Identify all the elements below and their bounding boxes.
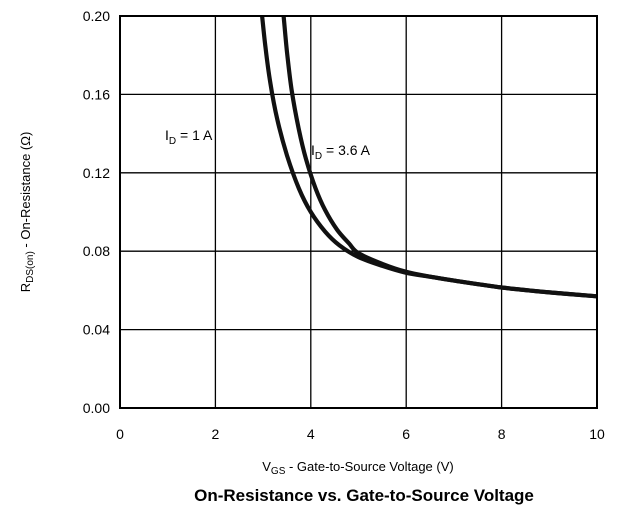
series-label-rest: = 1 A bbox=[176, 127, 213, 143]
x-tick-label: 0 bbox=[116, 426, 124, 442]
y-tick-label: 0.12 bbox=[83, 165, 110, 181]
series-line-2 bbox=[281, 16, 597, 299]
x-axis-label-rest: - Gate-to-Source Voltage (V) bbox=[285, 459, 453, 474]
series-label-id-1a: ID = 1 A bbox=[165, 127, 213, 147]
series-label-sub: D bbox=[315, 151, 322, 162]
series-lines bbox=[260, 16, 597, 299]
y-axis-label-main: R bbox=[18, 283, 33, 292]
y-tick-label: 0.00 bbox=[83, 400, 110, 416]
series-label-rest: = 3.6 A bbox=[322, 142, 371, 158]
x-axis-label-sub: GS bbox=[271, 466, 286, 477]
series-label-main: I bbox=[311, 142, 315, 158]
x-tick-label: 4 bbox=[307, 426, 315, 442]
series-label-sub: D bbox=[169, 136, 176, 147]
series-label-main: I bbox=[165, 127, 169, 143]
x-tick-label: 8 bbox=[498, 426, 506, 442]
chart-title: On-Resistance vs. Gate-to-Source Voltage bbox=[194, 486, 534, 505]
series-label-id-3-6a: ID = 3.6 A bbox=[311, 142, 371, 162]
x-axis-label-main: V bbox=[262, 459, 271, 474]
x-tick-labels: 0 2 4 6 8 10 bbox=[116, 426, 605, 442]
y-tick-label: 0.16 bbox=[83, 86, 110, 102]
y-axis-label-rest: - On-Resistance (Ω) bbox=[18, 132, 33, 252]
y-tick-label: 0.20 bbox=[83, 8, 110, 24]
x-tick-label: 10 bbox=[589, 426, 605, 442]
x-tick-label: 2 bbox=[212, 426, 220, 442]
y-tick-labels: 0.00 0.04 0.08 0.12 0.16 0.20 bbox=[83, 8, 110, 416]
x-tick-label: 6 bbox=[402, 426, 410, 442]
plot-frame bbox=[119, 15, 598, 409]
y-axis-label-sub: DS(on) bbox=[25, 251, 36, 283]
grid bbox=[120, 16, 597, 408]
y-tick-label: 0.08 bbox=[83, 243, 110, 259]
x-axis-label: VGS - Gate-to-Source Voltage (V) bbox=[262, 459, 453, 477]
y-axis-label: RDS(on) - On-Resistance (Ω) bbox=[18, 132, 36, 293]
y-tick-label: 0.04 bbox=[83, 322, 110, 338]
